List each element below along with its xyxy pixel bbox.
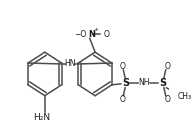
Text: HN: HN	[64, 59, 76, 68]
Text: O: O	[104, 30, 110, 39]
Text: −O: −O	[74, 30, 86, 39]
Text: O: O	[164, 61, 170, 71]
Text: O: O	[120, 61, 125, 71]
Text: H₂N: H₂N	[33, 113, 50, 122]
Text: S: S	[122, 78, 129, 88]
Text: N: N	[88, 30, 95, 39]
Text: S: S	[159, 78, 167, 88]
Text: O: O	[164, 95, 170, 104]
Text: O: O	[120, 95, 125, 104]
Text: NH: NH	[138, 78, 149, 87]
Text: CH₃: CH₃	[177, 92, 191, 101]
Text: +: +	[93, 27, 99, 32]
